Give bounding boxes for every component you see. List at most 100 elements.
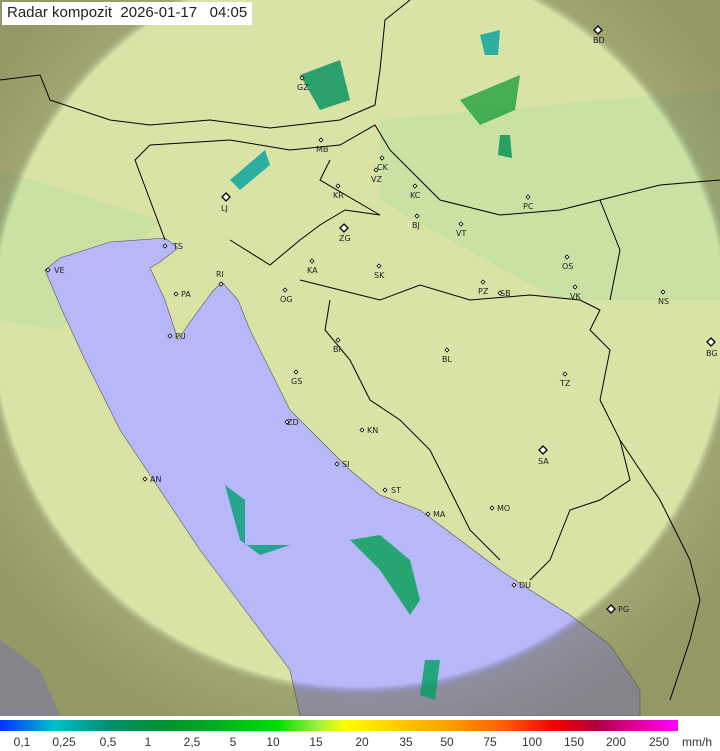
city-label: SK bbox=[374, 271, 385, 280]
city-marker-icon bbox=[414, 213, 420, 219]
city-marker-icon bbox=[218, 281, 224, 287]
city-marker-icon bbox=[525, 194, 531, 200]
city-marker-icon bbox=[318, 137, 324, 143]
city-label: CK bbox=[377, 163, 389, 172]
city-bj: BJ bbox=[412, 213, 420, 230]
city-label: TS bbox=[172, 242, 183, 251]
city-lj: LJ bbox=[221, 192, 231, 213]
legend-tick-label: 200 bbox=[605, 735, 627, 749]
city-label: VK bbox=[570, 292, 581, 301]
city-marker-icon bbox=[562, 371, 568, 377]
city-marker-icon bbox=[458, 221, 464, 227]
city-mo: MO bbox=[489, 504, 510, 513]
city-og: OG bbox=[280, 287, 293, 304]
city-gs: GS bbox=[291, 369, 302, 386]
city-ck: CK bbox=[377, 155, 389, 172]
radar-echoes bbox=[225, 30, 520, 700]
city-label: TZ bbox=[559, 379, 571, 388]
city-ve: VE bbox=[45, 266, 65, 275]
city-marker-icon bbox=[293, 369, 299, 375]
city-sa: SA bbox=[538, 445, 549, 466]
legend-tick-label: 5 bbox=[229, 735, 237, 749]
city-label: MB bbox=[316, 145, 328, 154]
legend-color-scale bbox=[0, 720, 678, 731]
city-vk: VK bbox=[570, 284, 581, 301]
city-vz: VZ bbox=[371, 167, 382, 184]
city-label: VZ bbox=[371, 175, 382, 184]
city-marker-icon bbox=[572, 284, 578, 290]
city-marker-icon bbox=[379, 155, 385, 161]
legend-tick-label: 20 bbox=[355, 735, 369, 749]
coverage-mask bbox=[0, 0, 720, 716]
city-marker-icon bbox=[282, 287, 288, 293]
legend-tick-label: 1 bbox=[144, 735, 152, 749]
city-label: DU bbox=[519, 581, 531, 590]
city-marker-icon bbox=[334, 461, 340, 467]
city-label: AN bbox=[150, 475, 161, 484]
city-label: KR bbox=[333, 191, 344, 200]
city-label: PC bbox=[523, 202, 534, 211]
city-label: PU bbox=[175, 332, 186, 341]
legend-tick-label: 0,25 bbox=[52, 735, 76, 749]
city-markers: BD GZ MB CK VZ KR KC LJ BJ PC ZG VT TS VE KA SK OS RI PA OG… bbox=[45, 25, 718, 614]
city-marker-icon bbox=[142, 476, 148, 482]
city-pu: PU bbox=[167, 332, 186, 341]
title-label: Radar kompozit bbox=[7, 4, 113, 21]
city-marker-icon bbox=[373, 167, 379, 173]
city-an: AN bbox=[142, 475, 161, 484]
city-label: ST bbox=[391, 486, 401, 495]
city-label: NS bbox=[658, 297, 669, 306]
city-label: SB bbox=[500, 289, 511, 298]
city-marker-icon bbox=[497, 290, 503, 296]
city-marker-icon bbox=[359, 427, 365, 433]
city-bd: BD bbox=[593, 25, 605, 45]
city-marker-icon bbox=[221, 192, 231, 202]
city-label: GS bbox=[291, 377, 302, 386]
legend-tick-label: 35 bbox=[399, 735, 413, 749]
city-label: RI bbox=[216, 270, 224, 279]
city-label: BD bbox=[593, 36, 605, 45]
city-label: BI bbox=[333, 345, 341, 354]
city-marker-icon bbox=[339, 223, 349, 233]
city-ka: KA bbox=[307, 258, 318, 275]
city-label: MA bbox=[433, 510, 446, 519]
city-marker-icon bbox=[489, 505, 495, 511]
city-kc: KC bbox=[410, 183, 421, 200]
city-ns: NS bbox=[658, 289, 669, 306]
city-bl: BL bbox=[442, 347, 452, 364]
city-marker-icon bbox=[284, 419, 290, 425]
city-ma: MA bbox=[425, 510, 446, 519]
city-label: PZ bbox=[478, 287, 489, 296]
legend-tick-label: 15 bbox=[309, 735, 323, 749]
city-kn: KN bbox=[359, 426, 378, 435]
city-label: PG bbox=[618, 605, 629, 614]
city-label: OG bbox=[280, 295, 293, 304]
city-pg: PG bbox=[606, 604, 629, 614]
city-st: ST bbox=[382, 486, 401, 495]
city-label: VE bbox=[54, 266, 65, 275]
city-marker-icon bbox=[162, 243, 168, 249]
legend-tick-label: 250 bbox=[648, 735, 670, 749]
city-marker-icon bbox=[45, 267, 51, 273]
city-label: KN bbox=[367, 426, 378, 435]
city-label: GZ bbox=[297, 83, 309, 92]
city-ts: TS bbox=[162, 242, 183, 251]
city-marker-icon bbox=[167, 333, 173, 339]
city-kr: KR bbox=[333, 183, 344, 200]
city-bg: BG bbox=[706, 337, 718, 358]
city-marker-icon bbox=[511, 582, 517, 588]
city-zg: ZG bbox=[339, 223, 351, 243]
city-label: ZD bbox=[287, 418, 299, 427]
city-marker-icon bbox=[444, 347, 450, 353]
city-marker-icon bbox=[299, 75, 305, 81]
city-label: BJ bbox=[412, 221, 420, 230]
legend-tick-label: 75 bbox=[483, 735, 497, 749]
legend-tick-label: 150 bbox=[563, 735, 585, 749]
city-label: LJ bbox=[221, 204, 228, 213]
city-bi: BI bbox=[333, 337, 341, 354]
city-marker-icon bbox=[335, 337, 341, 343]
city-label: BL bbox=[442, 355, 452, 364]
city-pa: PA bbox=[173, 290, 191, 299]
legend-tick-label: 10 bbox=[266, 735, 280, 749]
city-label: SI bbox=[342, 460, 349, 469]
